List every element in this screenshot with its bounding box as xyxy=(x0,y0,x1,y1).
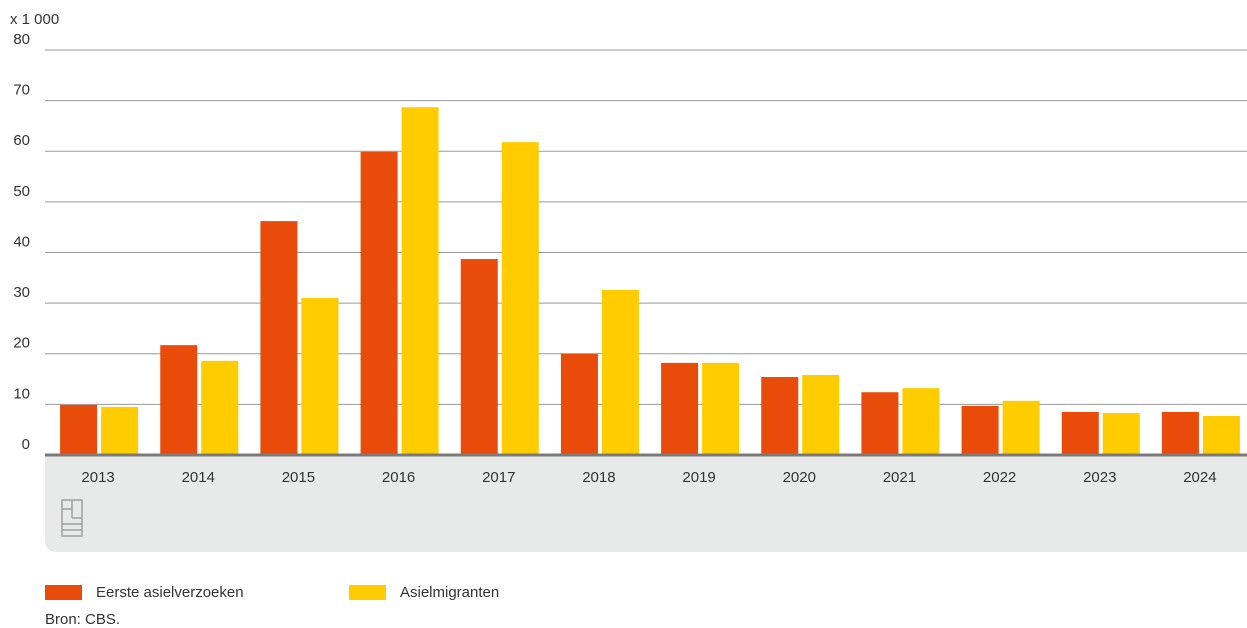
bar xyxy=(1161,411,1199,455)
bar xyxy=(861,392,899,455)
bar xyxy=(301,298,339,455)
bar xyxy=(160,345,198,455)
bar xyxy=(601,289,639,455)
y-tick-label: 50 xyxy=(13,183,30,200)
x-tick-label: 2013 xyxy=(81,469,114,486)
source: Bron: CBS. xyxy=(45,611,120,628)
cbs-logo xyxy=(61,499,83,537)
bar xyxy=(201,360,239,455)
x-tick-label: 2014 xyxy=(182,469,215,486)
bar xyxy=(902,388,940,455)
y-tick-label: 40 xyxy=(13,233,30,250)
x-tick-label: 2023 xyxy=(1083,469,1116,486)
x-tick-label: 2024 xyxy=(1183,469,1216,486)
bar xyxy=(761,377,799,455)
bar xyxy=(460,259,498,455)
x-tick-label: 2016 xyxy=(382,469,415,486)
unit-label: x 1 000 xyxy=(10,11,59,28)
bar xyxy=(60,404,98,455)
x-tick-label: 2019 xyxy=(682,469,715,486)
y-tick-label: 10 xyxy=(13,385,30,402)
y-tick-label: 80 xyxy=(13,31,30,48)
y-tick-label: 20 xyxy=(13,335,30,352)
bar xyxy=(360,151,398,455)
bar xyxy=(802,375,840,455)
bar xyxy=(1061,411,1099,455)
y-tick-label: 0 xyxy=(22,436,30,453)
bar xyxy=(401,107,439,456)
axis-panel xyxy=(45,455,1247,552)
x-tick-label: 2020 xyxy=(783,469,816,486)
bar xyxy=(1102,412,1140,455)
bar xyxy=(961,405,999,455)
x-tick-label: 2015 xyxy=(282,469,315,486)
x-tick-label: 2021 xyxy=(883,469,916,486)
bar xyxy=(661,362,699,455)
x-tick-label: 2022 xyxy=(983,469,1016,486)
bar xyxy=(702,362,740,455)
bar xyxy=(1002,400,1040,455)
bar xyxy=(260,221,298,455)
bar xyxy=(560,353,598,455)
y-tick-label: 70 xyxy=(13,82,30,99)
legend-label: Asielmigranten xyxy=(400,584,499,601)
y-tick-label: 30 xyxy=(13,284,30,301)
y-tick-label: 60 xyxy=(13,132,30,149)
x-tick-label: 2018 xyxy=(582,469,615,486)
legend-label: Eerste asielverzoeken xyxy=(96,584,244,601)
bar xyxy=(1202,416,1240,455)
bar xyxy=(101,406,139,455)
x-tick-label: 2017 xyxy=(482,469,515,486)
legend-swatch xyxy=(45,585,82,600)
legend-swatch xyxy=(349,585,386,600)
bar xyxy=(501,142,539,455)
